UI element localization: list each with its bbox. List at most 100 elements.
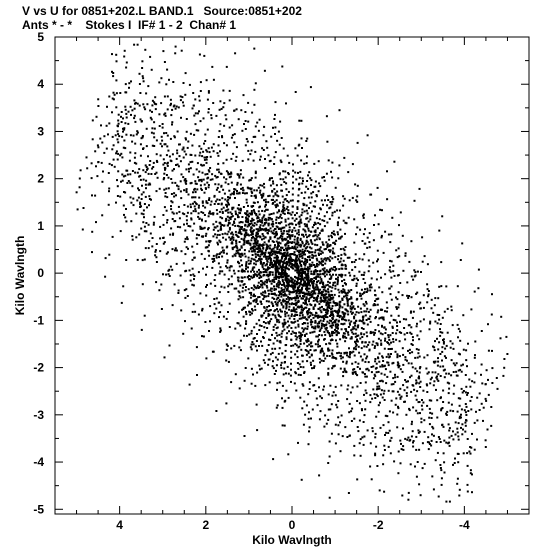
- uv-point: [125, 259, 128, 261]
- uv-point: [331, 257, 334, 260]
- uv-point: [288, 308, 290, 311]
- uv-point: [362, 278, 365, 280]
- uv-point: [239, 226, 242, 229]
- uv-point: [320, 257, 323, 260]
- uv-point: [298, 289, 301, 292]
- uv-point: [350, 420, 353, 422]
- uv-point: [334, 284, 337, 287]
- uv-point: [250, 275, 252, 278]
- uv-point: [276, 211, 279, 214]
- uv-point: [296, 208, 299, 210]
- uv-point: [244, 220, 247, 223]
- uv-point: [264, 322, 267, 325]
- uv-point: [356, 141, 359, 144]
- uv-point: [268, 309, 271, 312]
- uv-point: [162, 236, 165, 239]
- uv-point: [280, 257, 283, 260]
- uv-point: [205, 240, 208, 243]
- uv-point: [442, 341, 445, 343]
- uv-point: [361, 258, 364, 261]
- uv-point: [177, 185, 180, 188]
- uv-point: [299, 295, 301, 298]
- uv-point: [243, 241, 246, 243]
- uv-point: [116, 130, 119, 133]
- uv-point: [374, 454, 377, 457]
- uv-point: [201, 219, 203, 222]
- uv-point: [332, 365, 335, 368]
- uv-point: [201, 155, 204, 158]
- uv-point: [259, 283, 262, 286]
- uv-point: [168, 268, 171, 271]
- uv-point: [269, 217, 272, 220]
- uv-point: [386, 310, 388, 313]
- uv-point: [396, 361, 399, 364]
- uv-point: [147, 85, 150, 88]
- uv-point: [204, 220, 207, 223]
- uv-point: [211, 65, 214, 68]
- uv-point: [314, 229, 317, 232]
- uv-point: [175, 157, 178, 160]
- uv-point: [303, 295, 306, 298]
- uv-point: [323, 385, 325, 388]
- uv-point: [380, 342, 383, 345]
- uv-point: [239, 232, 242, 235]
- uv-point: [253, 305, 256, 308]
- uv-point: [277, 256, 279, 259]
- uv-point: [188, 383, 191, 386]
- uv-point: [419, 386, 422, 388]
- uv-point: [125, 133, 128, 136]
- uv-point: [274, 267, 277, 270]
- uv-point: [316, 244, 319, 247]
- uv-point: [272, 325, 275, 328]
- uv-point: [134, 142, 137, 145]
- uv-point: [246, 210, 249, 213]
- uv-point: [205, 200, 208, 203]
- uv-point: [437, 436, 440, 438]
- uv-point: [166, 95, 169, 98]
- uv-point: [350, 297, 353, 300]
- uv-point: [162, 273, 164, 276]
- uv-point: [218, 256, 220, 259]
- uv-point: [210, 200, 213, 203]
- uv-point: [301, 383, 304, 386]
- uv-point: [280, 366, 283, 369]
- uv-point: [279, 259, 282, 262]
- uv-point: [466, 483, 469, 486]
- uv-point: [456, 427, 459, 430]
- uv-point: [457, 352, 460, 355]
- uv-point: [382, 424, 385, 427]
- uv-point: [207, 228, 209, 231]
- uv-point: [365, 392, 368, 395]
- uv-point: [339, 228, 342, 231]
- uv-point: [240, 259, 243, 262]
- uv-point: [264, 354, 267, 357]
- uv-point: [284, 218, 287, 221]
- uv-point: [284, 269, 287, 272]
- uv-point: [322, 243, 325, 246]
- uv-point: [263, 241, 266, 244]
- uv-point: [372, 388, 375, 391]
- uv-point: [282, 253, 285, 256]
- uv-point: [207, 108, 210, 110]
- uv-point: [108, 190, 110, 193]
- uv-point: [366, 335, 369, 338]
- uv-point: [450, 305, 453, 308]
- uv-point: [260, 253, 263, 256]
- uv-point: [227, 230, 230, 233]
- uv-point: [369, 330, 372, 333]
- uv-point: [209, 155, 212, 158]
- uv-point: [272, 198, 274, 201]
- uv-point: [384, 273, 387, 276]
- uv-point: [323, 338, 325, 341]
- uv-point: [333, 241, 336, 244]
- uv-point: [363, 435, 366, 438]
- uv-point: [316, 235, 319, 238]
- uv-point: [158, 289, 161, 292]
- uv-point: [257, 247, 260, 250]
- uv-point: [336, 352, 339, 355]
- uv-point: [189, 153, 192, 156]
- uv-point: [171, 268, 174, 271]
- uv-point: [184, 320, 186, 323]
- uv-point: [341, 280, 343, 283]
- uv-point: [225, 203, 228, 206]
